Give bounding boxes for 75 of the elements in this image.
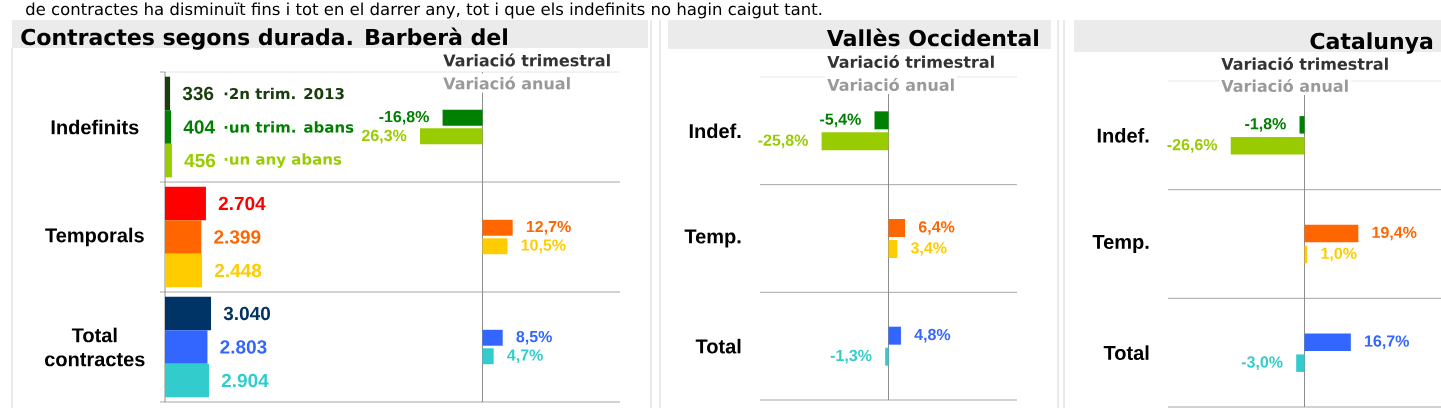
data-label: 456 <box>184 153 216 168</box>
data-label: 2.803 <box>220 340 267 354</box>
data-label: 4,8% <box>914 328 951 343</box>
data-label: 3.040 <box>223 306 270 321</box>
bar <box>821 132 889 151</box>
bar <box>1230 137 1305 155</box>
bar <box>482 348 494 365</box>
data-label: 1,0% <box>1321 247 1357 262</box>
y-tick-label: Indefinits <box>51 119 139 135</box>
data-label: 12,7% <box>526 220 571 235</box>
data-label: 2.448 <box>214 263 262 278</box>
annotation: Variació anual <box>443 76 570 90</box>
data-label: -3,0% <box>1241 356 1283 370</box>
bar <box>1299 116 1305 134</box>
bar <box>165 220 202 254</box>
bar <box>874 111 889 130</box>
text: Contractes segons durada. Barberà del <box>21 27 507 50</box>
bar <box>1304 333 1351 351</box>
y-tick-label: Indef. <box>689 123 741 139</box>
data-label: -5,4% <box>820 113 861 128</box>
bar <box>888 326 901 345</box>
bar <box>165 296 212 331</box>
y-tick-label: Total <box>695 338 741 354</box>
data-label: -26,6% <box>1167 139 1218 153</box>
text: ·2n trim. 2013 <box>224 87 344 100</box>
data-label: 6,4% <box>918 221 955 235</box>
bar <box>1296 354 1305 372</box>
bar <box>165 186 206 221</box>
data-label: 16,7% <box>1365 335 1409 350</box>
bar <box>885 347 889 366</box>
data-label: 2.904 <box>221 373 269 388</box>
data-label: 2.704 <box>218 196 266 211</box>
data-label: 8,5% <box>516 330 552 345</box>
bar <box>482 238 508 255</box>
data-label: 3,4% <box>910 242 947 256</box>
bar <box>442 109 483 126</box>
text: ·un any abans <box>224 153 342 168</box>
text: ·un trim. abans <box>224 121 354 133</box>
bar <box>165 110 172 144</box>
chart-title: Catalunya <box>1310 32 1433 54</box>
bar <box>1304 224 1359 243</box>
bar <box>888 219 906 237</box>
data-label: 4,7% <box>507 349 543 364</box>
bar <box>165 253 203 288</box>
y-tick-label: Total <box>1103 345 1149 361</box>
annotation: Variació anual <box>827 77 954 92</box>
bar <box>482 219 513 236</box>
text: Variació trimestral <box>443 53 610 67</box>
y-tick-label: Temp. <box>1092 235 1149 253</box>
bar <box>888 240 898 258</box>
data-label: 336 <box>182 86 214 101</box>
bar <box>482 329 503 346</box>
y-tick-label: Temp. <box>684 229 741 248</box>
text: de contractes ha disminuït fins i tot en el darrer any, tot i que els indefinits no hagin caigut tant. <box>26 2 822 19</box>
annotation: Variació anual <box>1221 78 1348 93</box>
data-label: 2.399 <box>214 230 261 244</box>
y-tick-label: Temporals <box>45 227 144 247</box>
bar <box>165 76 171 111</box>
y-tick-label: Total contractes <box>45 327 145 367</box>
data-label: -1,8% <box>1245 118 1286 132</box>
bar <box>165 363 209 398</box>
bar <box>420 128 483 145</box>
y-tick-label: Indef. <box>1097 127 1149 143</box>
data-label: 404 <box>183 120 215 134</box>
text: Variació trimestral <box>1221 56 1388 71</box>
data-label: -16,8% <box>379 110 429 125</box>
chart-title: Vallès Occidental <box>826 28 1038 47</box>
text: 26,3% <box>362 129 407 144</box>
data-label: 10,5% <box>521 239 566 254</box>
text: Variació trimestral <box>827 54 994 69</box>
data-label: -1,3% <box>830 349 872 364</box>
data-label: -25,8% <box>758 134 808 149</box>
bar <box>165 143 172 178</box>
bar <box>165 330 208 364</box>
data-label: 19,4% <box>1372 226 1417 241</box>
